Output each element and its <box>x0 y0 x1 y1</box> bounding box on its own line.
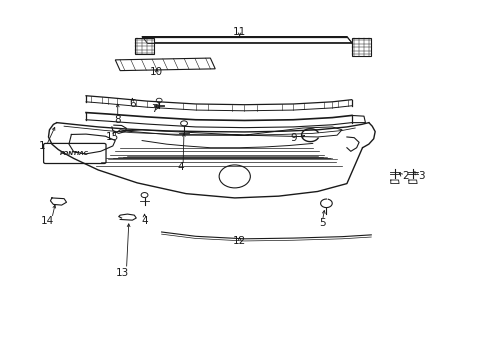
Text: PONTIAC: PONTIAC <box>60 151 89 156</box>
Polygon shape <box>351 39 370 56</box>
Text: 9: 9 <box>289 133 296 143</box>
Text: 2: 2 <box>401 171 408 181</box>
Text: 12: 12 <box>232 236 246 246</box>
Text: 1: 1 <box>39 141 45 151</box>
Text: 10: 10 <box>150 67 163 77</box>
Text: 15: 15 <box>106 132 119 142</box>
Text: 11: 11 <box>232 27 246 37</box>
Text: 4: 4 <box>141 216 147 226</box>
Text: 5: 5 <box>319 218 325 228</box>
Polygon shape <box>135 39 154 54</box>
Text: 7: 7 <box>151 104 157 114</box>
Text: 3: 3 <box>417 171 424 181</box>
FancyBboxPatch shape <box>43 143 106 163</box>
Text: 4: 4 <box>178 162 184 172</box>
Text: 6: 6 <box>129 99 135 109</box>
Text: 13: 13 <box>116 268 129 278</box>
Text: 8: 8 <box>114 115 121 125</box>
Text: 14: 14 <box>41 216 54 226</box>
Polygon shape <box>115 58 215 71</box>
Polygon shape <box>142 37 351 42</box>
